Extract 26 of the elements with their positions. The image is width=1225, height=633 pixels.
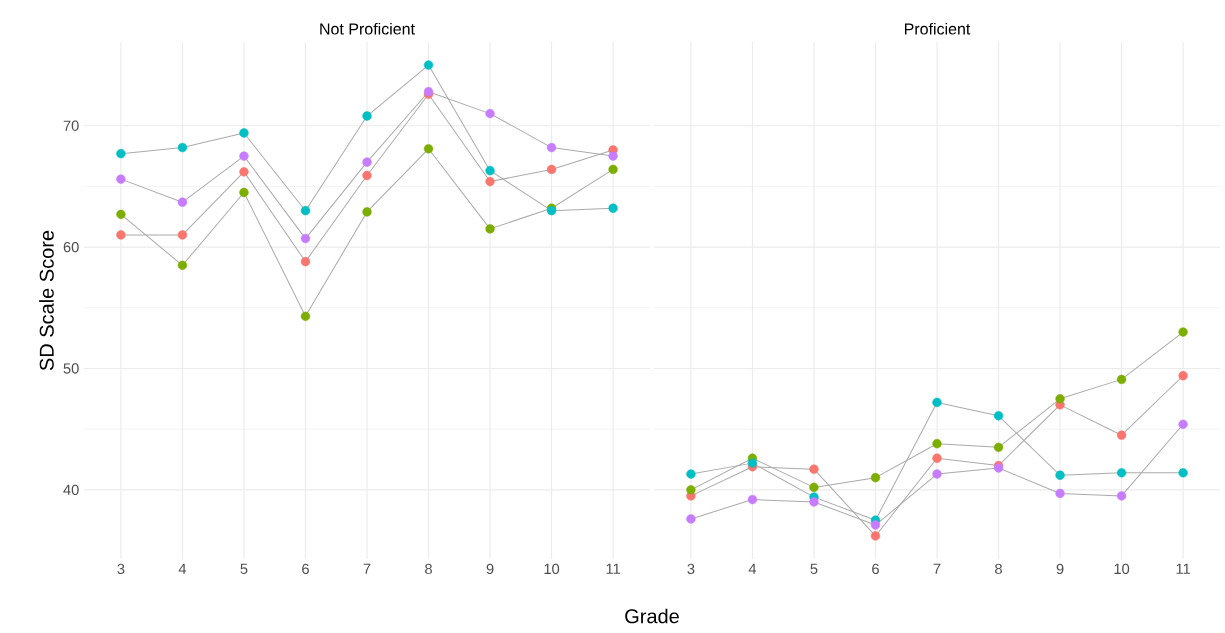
x-tick-label: 4 (178, 563, 187, 574)
y-tick-label: 70 (63, 120, 79, 131)
x-tick-label: 5 (810, 563, 818, 574)
x-tick-label: 11 (1176, 563, 1190, 574)
x-tick-label: 6 (872, 563, 879, 575)
y-tick-label: 60 (63, 241, 79, 253)
y-axis-title: SD Scale Score (39, 230, 54, 371)
chart-title: Proficient (904, 22, 971, 35)
x-tick-label: 11 (606, 563, 620, 574)
chart-title: Not Proficient (320, 22, 415, 35)
x-tick-label: 10 (544, 563, 560, 575)
x-tick-label: 9 (486, 563, 494, 575)
x-tick-label: 8 (995, 563, 1002, 575)
x-tick-label: 9 (1056, 563, 1064, 575)
x-axis-title: Grade (625, 608, 679, 624)
x-tick-label: 3 (687, 563, 695, 575)
x-tick-label: 7 (933, 563, 941, 574)
y-tick-label: 50 (63, 363, 79, 374)
x-tick-label: 6 (302, 563, 309, 575)
x-tick-label: 8 (425, 563, 432, 575)
y-tick-label: 40 (63, 484, 79, 496)
x-tick-label: 4 (748, 563, 757, 574)
x-tick-label: 7 (363, 563, 371, 574)
x-tick-label: 3 (117, 563, 125, 575)
x-tick-label: 5 (240, 563, 248, 574)
x-tick-label: 10 (1114, 563, 1130, 575)
